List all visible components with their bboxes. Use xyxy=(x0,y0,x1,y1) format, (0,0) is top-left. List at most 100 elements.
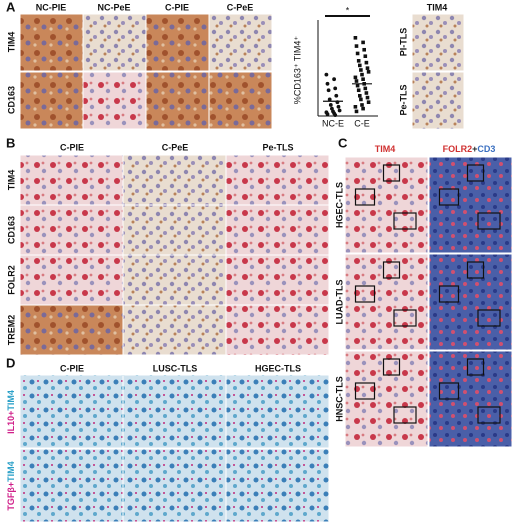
point xyxy=(333,86,338,91)
micrograph xyxy=(225,448,330,523)
point xyxy=(354,109,359,114)
point xyxy=(325,81,330,86)
point xyxy=(364,91,369,95)
point xyxy=(333,113,338,117)
micrograph xyxy=(19,204,124,256)
column-label: Pe-TLS xyxy=(262,142,293,152)
row-label-part: TGFβ xyxy=(6,487,16,511)
point xyxy=(365,66,370,70)
column-label: NC-PIE xyxy=(36,2,67,12)
micrograph xyxy=(82,13,147,72)
region-box xyxy=(466,261,485,279)
micrograph xyxy=(428,253,513,351)
point xyxy=(332,77,336,82)
region-box xyxy=(382,358,401,376)
panel-label: A xyxy=(6,0,16,14)
point xyxy=(337,108,342,113)
micrograph xyxy=(122,204,227,256)
micrograph xyxy=(225,254,330,306)
micrograph xyxy=(19,13,84,72)
column-label: LUSC-TLS xyxy=(153,363,198,373)
row-label-part: IL10 xyxy=(6,416,16,434)
y-axis-label: %CD163⁺ TIM4⁺ xyxy=(292,36,302,105)
row-label-part: TIM4 xyxy=(6,461,16,482)
region-box xyxy=(354,285,376,303)
row-label: CD163 xyxy=(6,86,16,114)
point xyxy=(362,47,366,52)
row-label: CD163 xyxy=(6,216,16,244)
region-box xyxy=(393,406,417,424)
column-label-part: TIM4 xyxy=(375,144,396,154)
point xyxy=(363,86,368,91)
micrograph xyxy=(411,71,465,130)
panel-label: D xyxy=(6,355,15,370)
region-box xyxy=(466,164,485,182)
column-label: C-PeE xyxy=(162,142,189,152)
point xyxy=(366,70,371,74)
point xyxy=(355,83,360,88)
point xyxy=(355,51,360,56)
micrograph xyxy=(122,304,227,356)
column-label-part: FOLR2 xyxy=(443,144,473,154)
micrograph xyxy=(208,71,273,130)
point xyxy=(359,68,363,72)
panel-label: B xyxy=(6,135,15,150)
micrograph xyxy=(19,154,124,206)
point xyxy=(353,36,358,40)
micrograph xyxy=(225,374,330,449)
column-label-part: CD3 xyxy=(477,144,495,154)
column-label: TIM4 xyxy=(427,2,448,12)
column-label: C-PIE xyxy=(60,142,84,152)
column-label: C-PeE xyxy=(227,2,254,12)
row-label-part: + xyxy=(6,482,16,487)
point xyxy=(325,112,330,117)
point xyxy=(360,103,364,107)
point xyxy=(361,106,365,111)
region-box xyxy=(393,212,417,230)
point xyxy=(326,88,331,93)
region-box xyxy=(477,309,501,327)
point xyxy=(366,100,371,104)
x-tick-label: C-E xyxy=(354,118,370,128)
point xyxy=(328,103,333,107)
point xyxy=(356,88,361,93)
point xyxy=(356,59,361,63)
micrograph xyxy=(145,13,210,72)
point xyxy=(359,97,363,102)
point xyxy=(358,93,362,98)
column-label: HGEC-TLS xyxy=(255,363,301,373)
micrograph xyxy=(19,71,84,130)
point xyxy=(353,105,358,109)
point xyxy=(353,75,358,80)
row-label: PI-TLS xyxy=(398,28,408,57)
micrograph xyxy=(19,374,124,449)
region-box xyxy=(354,382,376,400)
row-label: Pe-TLS xyxy=(398,84,408,115)
row-label: HNSC-TLS xyxy=(334,376,344,422)
micrograph xyxy=(19,304,124,356)
column-label: NC-PeE xyxy=(97,2,130,12)
region-box xyxy=(466,358,485,376)
point xyxy=(358,63,362,68)
point xyxy=(354,44,359,48)
region-box xyxy=(382,261,401,279)
point xyxy=(334,93,339,98)
point xyxy=(361,77,365,81)
micrograph xyxy=(225,304,330,356)
column-label-part: + xyxy=(472,144,477,154)
region-box xyxy=(438,382,460,400)
micrograph xyxy=(19,448,124,523)
region-box xyxy=(354,188,376,206)
point xyxy=(327,97,332,102)
column-label: FOLR2+CD3 xyxy=(443,144,496,154)
region-box xyxy=(438,188,460,206)
row-label: TREM2 xyxy=(6,315,16,346)
row-label: LUAD-TLS xyxy=(334,280,344,325)
point xyxy=(354,79,359,83)
region-box xyxy=(438,285,460,303)
row-label-part: + xyxy=(6,411,16,416)
column-label: C-PIE xyxy=(60,363,84,373)
row-label-part: TIM4 xyxy=(6,390,16,411)
row-label: IL10+TIM4 xyxy=(6,390,16,434)
